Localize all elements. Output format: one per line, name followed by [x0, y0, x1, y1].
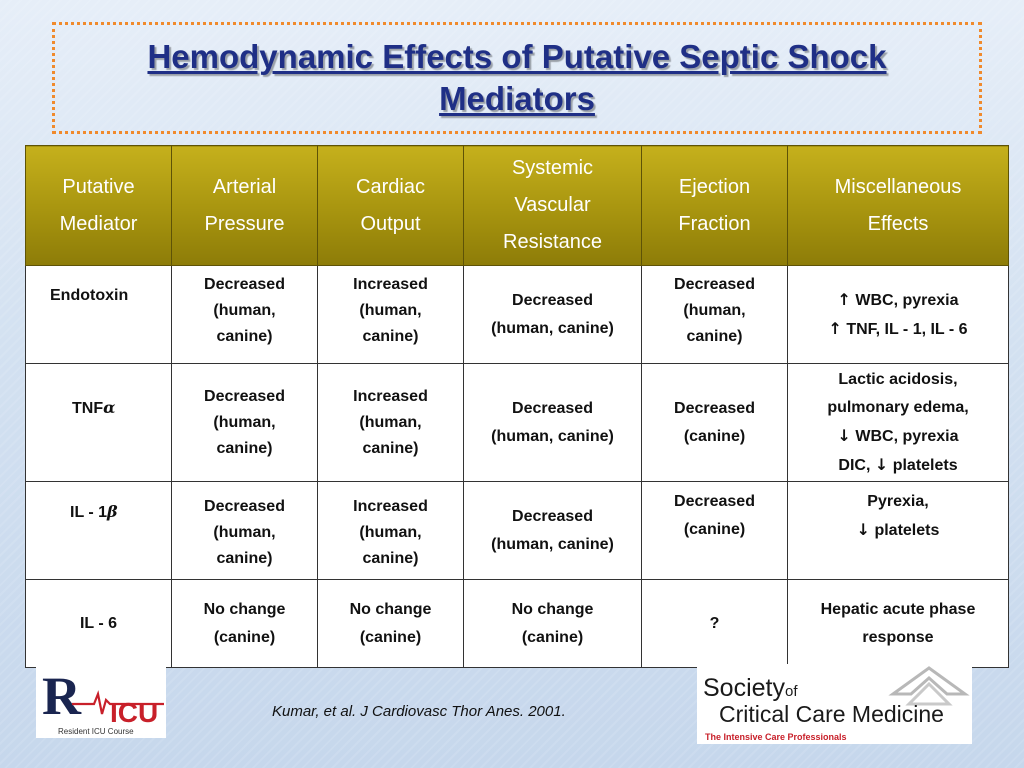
- table-row-endotoxin: Endotoxin Decreased (human, canine) Incr…: [25, 265, 1009, 364]
- cell-ejection-fraction: Decreased (human, canine): [641, 265, 788, 364]
- svg-text:Societyof: Societyof: [703, 674, 798, 702]
- header-arterial-pressure: Arterial Pressure: [171, 145, 318, 266]
- cell-misc-effects: Pyrexia, ↓ platelets: [787, 481, 1009, 580]
- svg-text:Critical Care Medicine: Critical Care Medicine: [719, 701, 944, 727]
- sccm-logo-graphic: Societyof Critical Care Medicine The Int…: [703, 666, 970, 742]
- table-header-row: Putative Mediator Arterial Pressure Card…: [25, 145, 1009, 266]
- citation-text: Kumar, et al. J Cardiovasc Thor Anes. 20…: [272, 703, 566, 720]
- cell-misc-effects: Hepatic acute phase response: [787, 579, 1009, 668]
- sccm-logo: Societyof Critical Care Medicine The Int…: [697, 664, 972, 744]
- ricu-logo-graphic: R ICU Resident ICU Course: [42, 666, 164, 736]
- cell-cardiac-output: No change (canine): [317, 579, 464, 668]
- cell-cardiac-output: Increased (human, canine): [317, 363, 464, 482]
- header-cardiac-output: Cardiac Output: [317, 145, 464, 266]
- header-ejection-fraction: Ejection Fraction: [641, 145, 788, 266]
- arrow-down-icon: ↓: [837, 425, 851, 445]
- cell-arterial-pressure: Decreased (human, canine): [171, 363, 318, 482]
- header-putative-mediator: Putative Mediator: [25, 145, 172, 266]
- arrow-up-icon: ↑: [837, 289, 851, 309]
- title-frame: Hemodynamic Effects of Putative Septic S…: [52, 22, 982, 134]
- cell-mediator: IL - 6: [25, 579, 172, 668]
- cell-mediator: IL - 1β: [25, 481, 172, 580]
- svg-text:R: R: [42, 666, 82, 726]
- cell-cardiac-output: Increased (human, canine): [317, 481, 464, 580]
- arrow-up-icon: ↑: [828, 318, 842, 338]
- cell-cardiac-output: Increased (human, canine): [317, 265, 464, 364]
- cell-svr: Decreased (human, canine): [463, 265, 642, 364]
- ricu-logo: R ICU Resident ICU Course: [36, 664, 166, 738]
- cell-svr: Decreased (human, canine): [463, 363, 642, 482]
- header-miscellaneous-effects: Miscellaneous Effects: [787, 145, 1009, 266]
- cell-ejection-fraction: Decreased (canine): [641, 481, 788, 580]
- table-row-il-6: IL - 6 No change (canine) No change (can…: [25, 579, 1009, 668]
- arrow-down-icon: ↓: [856, 520, 871, 539]
- cell-misc-effects: ↑ WBC, pyrexia ↑ TNF, IL - 1, IL - 6: [787, 265, 1009, 364]
- cell-ejection-fraction: Decreased (canine): [641, 363, 788, 482]
- cell-misc-effects: Lactic acidosis, pulmonary edema, ↓ WBC,…: [787, 363, 1009, 482]
- cell-svr: No change (canine): [463, 579, 642, 668]
- cell-arterial-pressure: Decreased (human, canine): [171, 481, 318, 580]
- cell-mediator: Endotoxin: [25, 265, 172, 364]
- header-systemic-vascular-resistance: Systemic Vascular Resistance: [463, 145, 642, 266]
- table-row-il-1-beta: IL - 1β Decreased (human, canine) Increa…: [25, 481, 1009, 580]
- svg-text:Resident ICU Course: Resident ICU Course: [58, 727, 134, 736]
- arrow-down-icon: ↓: [874, 454, 889, 474]
- mediators-table: Putative Mediator Arterial Pressure Card…: [25, 145, 1009, 668]
- cell-arterial-pressure: Decreased (human, canine): [171, 265, 318, 364]
- cell-arterial-pressure: No change (canine): [171, 579, 318, 668]
- slide-title: Hemodynamic Effects of Putative Septic S…: [147, 38, 887, 117]
- cell-mediator: TNFα: [25, 363, 172, 482]
- table-row-tnf-alpha: TNFα Decreased (human, canine) Increased…: [25, 363, 1009, 482]
- svg-text:The Intensive Care Professiona: The Intensive Care Professionals: [705, 732, 847, 742]
- svg-text:ICU: ICU: [110, 697, 158, 728]
- cell-svr: Decreased (human, canine): [463, 481, 642, 580]
- cell-ejection-fraction: ?: [641, 579, 788, 668]
